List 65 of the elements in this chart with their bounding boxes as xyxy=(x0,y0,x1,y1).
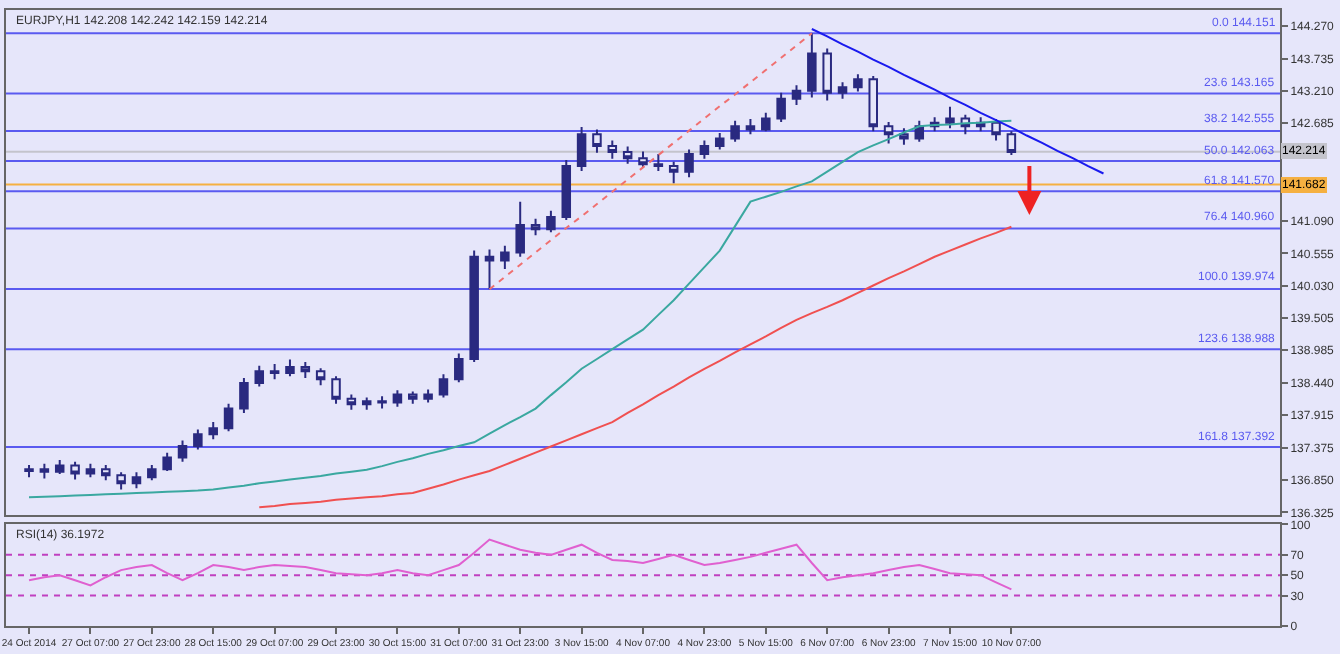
candlestick xyxy=(85,462,96,479)
candlestick xyxy=(484,248,495,291)
candlestick xyxy=(39,462,50,480)
candlestick xyxy=(223,402,234,433)
candlestick xyxy=(530,217,541,237)
candlestick xyxy=(546,209,556,234)
candlestick xyxy=(208,421,218,441)
candlestick xyxy=(116,471,126,491)
line-series xyxy=(810,27,1105,175)
candlestick xyxy=(177,439,188,463)
candlestick xyxy=(454,352,464,384)
candlestick xyxy=(899,127,909,146)
candlestick xyxy=(315,367,326,387)
candlestick xyxy=(761,111,771,133)
candlestick xyxy=(331,375,341,405)
candlestick xyxy=(346,393,357,411)
candlestick xyxy=(1006,130,1017,157)
candlestick xyxy=(807,32,817,99)
candlestick xyxy=(592,128,602,154)
candlestick xyxy=(515,200,525,258)
candlestick xyxy=(254,364,265,388)
candlestick xyxy=(714,132,725,151)
line-series xyxy=(28,538,1013,591)
candlestick xyxy=(377,395,387,410)
candlestick xyxy=(131,471,142,490)
candlestick xyxy=(791,84,802,106)
candlestick xyxy=(745,117,756,136)
candlestick xyxy=(638,150,648,169)
candlestick xyxy=(684,148,694,179)
line-series xyxy=(258,225,1013,509)
candlestick xyxy=(853,73,863,93)
candlestick xyxy=(668,160,679,185)
candlestick xyxy=(576,125,587,173)
line-series xyxy=(28,119,1013,499)
candlestick xyxy=(239,376,249,414)
candlestick xyxy=(776,91,786,124)
candlestick xyxy=(945,105,955,130)
candlestick xyxy=(147,463,157,482)
candlestick xyxy=(408,390,418,405)
candlestick xyxy=(24,463,34,479)
candlestick xyxy=(361,396,372,411)
candlestick xyxy=(622,145,633,165)
candlestick xyxy=(101,463,111,482)
candlestick xyxy=(607,139,618,160)
candlestick xyxy=(300,361,311,379)
candlestick xyxy=(269,362,280,381)
line-series xyxy=(488,32,813,291)
candlestick xyxy=(469,249,479,364)
candlestick xyxy=(837,81,848,100)
candlestick xyxy=(162,451,172,473)
candlestick xyxy=(423,388,433,404)
candlestick xyxy=(561,159,572,221)
candlestick xyxy=(868,75,878,133)
candlestick xyxy=(730,119,740,143)
candlestick xyxy=(438,373,449,399)
candlestick xyxy=(822,47,832,102)
candlestick xyxy=(500,244,510,270)
candlestick xyxy=(883,121,894,145)
candlestick xyxy=(285,358,295,378)
candlestick xyxy=(699,139,710,160)
candlestick xyxy=(70,460,80,481)
candlestick xyxy=(54,459,65,476)
candlestick xyxy=(392,389,403,408)
candlestick xyxy=(653,152,664,173)
candlestick xyxy=(193,428,203,451)
